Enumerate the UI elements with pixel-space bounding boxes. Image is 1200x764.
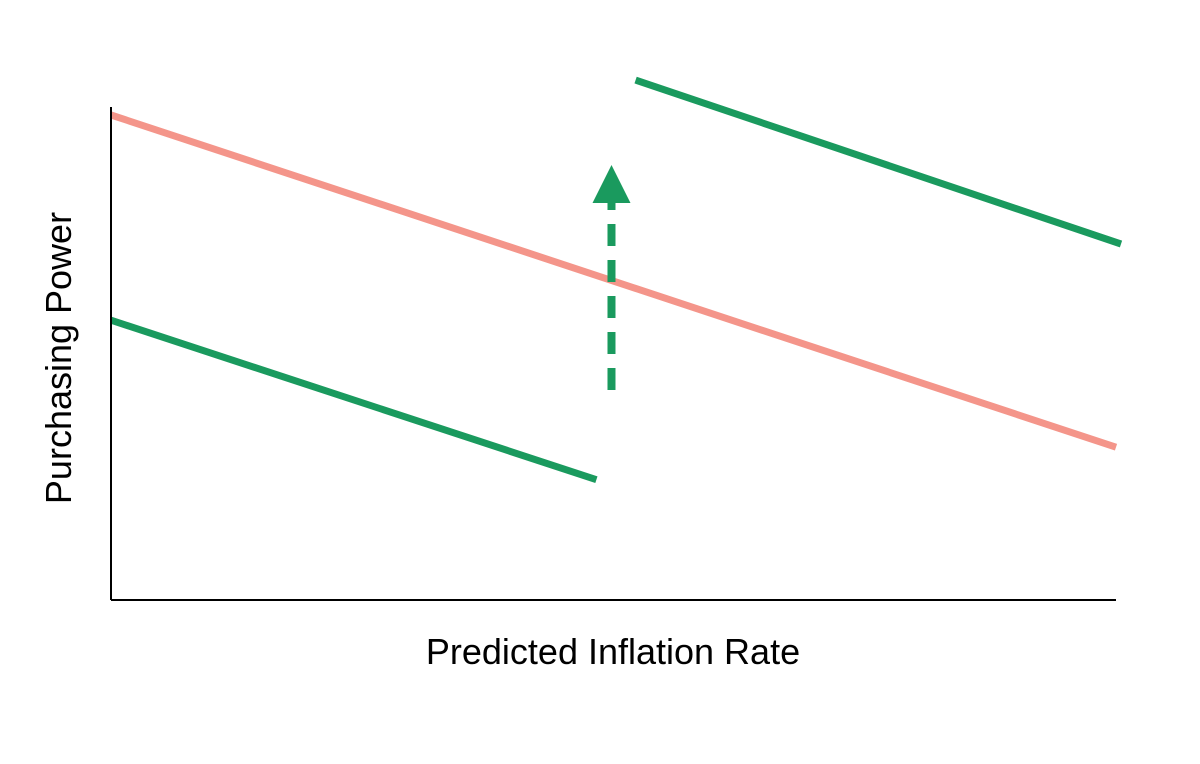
annotations: [592, 164, 631, 390]
x-axis-label: Predicted Inflation Rate: [426, 631, 800, 672]
plot-lines: [109, 76, 1123, 484]
series-line-shifted-line-lower: [109, 316, 598, 484]
series-line-shifted-line-upper: [634, 76, 1123, 248]
y-axis-label: Purchasing Power: [38, 212, 79, 504]
arrow-head-up-icon: [592, 164, 631, 203]
